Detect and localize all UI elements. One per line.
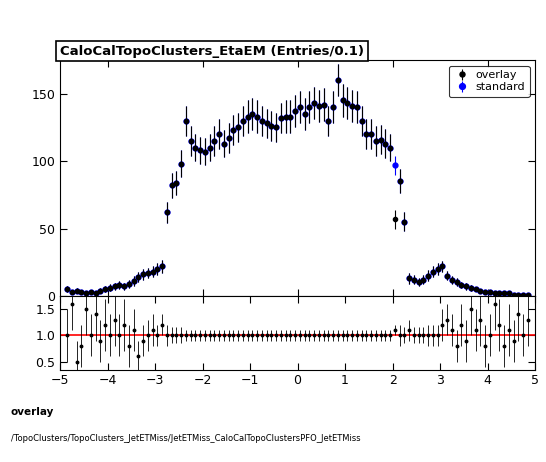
Text: /TopoClusters/TopoClusters_JetETMiss/JetETMiss_CaloCalTopoClustersPFO_JetETMiss: /TopoClusters/TopoClusters_JetETMiss/Jet… xyxy=(11,434,360,443)
Text: CaloCalTopoClusters_EtaEM (Entries/0.1): CaloCalTopoClusters_EtaEM (Entries/0.1) xyxy=(60,44,364,57)
Legend: overlay, standard: overlay, standard xyxy=(449,66,530,97)
Text: overlay: overlay xyxy=(11,407,54,417)
